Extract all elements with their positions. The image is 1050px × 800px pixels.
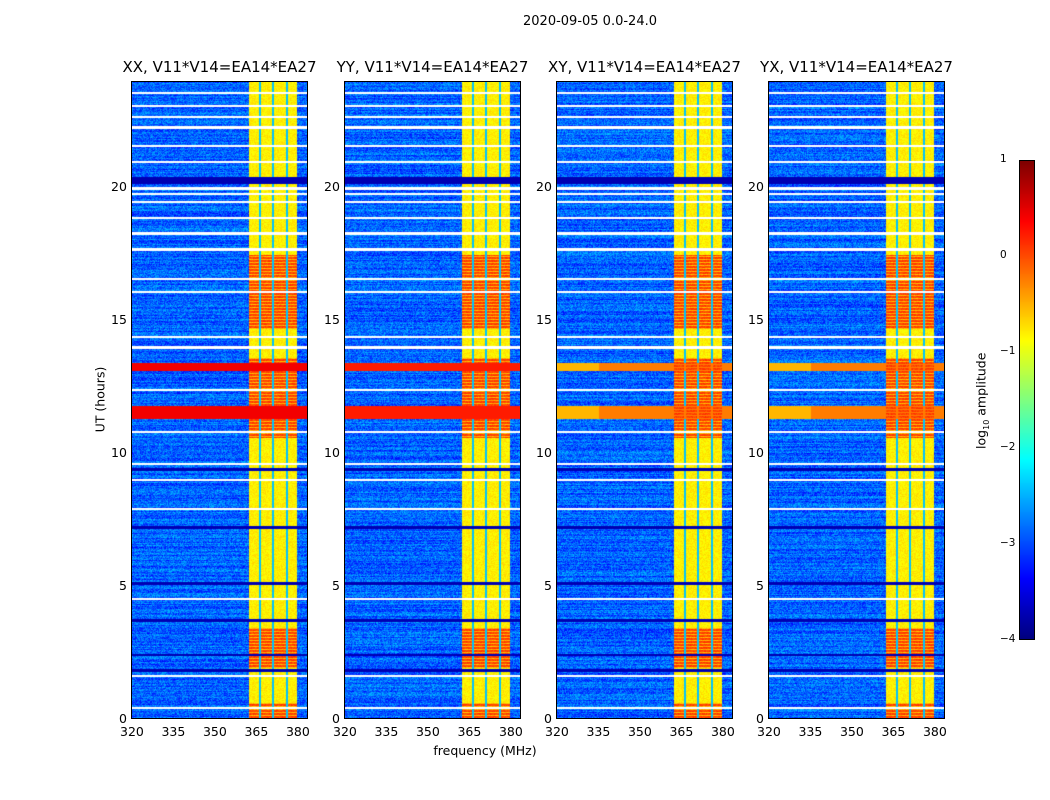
figure-title: 2020-09-05 0.0-24.0 [523, 14, 657, 29]
y-tick-label: 15 [536, 312, 552, 328]
colorbar-tick-label: −1 [1000, 345, 1016, 357]
heatmap-panel-1 [344, 81, 521, 719]
y-tick-label: 20 [111, 179, 127, 195]
colorbar-tick-label: −2 [1000, 441, 1016, 453]
colorbar-tick-label: −3 [1000, 537, 1016, 549]
heatmap-panel-2 [556, 81, 733, 719]
x-tick-label: 320 [333, 724, 357, 739]
y-tick-label: 10 [324, 445, 340, 461]
colorbar-tick-label: 0 [1000, 249, 1007, 261]
x-tick-label: 320 [545, 724, 569, 739]
y-axis-label: UT (hours) [92, 366, 108, 433]
x-tick-label: 335 [374, 724, 399, 739]
x-tick-label: 335 [798, 724, 823, 739]
x-tick-label: 365 [457, 724, 482, 739]
y-tick-label: 20 [536, 179, 552, 195]
colorbar-tick-label: 1 [1000, 153, 1007, 165]
x-tick-label: 350 [415, 724, 440, 739]
x-tick-label: 365 [669, 724, 694, 739]
panel-title: YY, V11*V14=EA14*EA27 [336, 58, 529, 76]
x-tick-label: 320 [120, 724, 144, 739]
panel-title: XY, V11*V14=EA14*EA27 [548, 58, 741, 76]
y-tick-label: 5 [332, 578, 340, 594]
x-tick-label: 335 [586, 724, 611, 739]
x-tick-label: 335 [161, 724, 186, 739]
x-axis-label: frequency (MHz) [433, 743, 537, 758]
colorbar-tick-label: −4 [1000, 633, 1016, 645]
y-tick-label: 20 [324, 179, 340, 195]
y-tick-label: 5 [544, 578, 552, 594]
x-tick-label: 365 [244, 724, 269, 739]
x-tick-label: 380 [498, 724, 523, 739]
y-tick-label: 10 [748, 445, 764, 461]
heatmap-panel-3 [768, 81, 945, 719]
heatmap-panel-0 [131, 81, 308, 719]
x-tick-label: 380 [710, 724, 735, 739]
y-tick-label: 10 [111, 445, 127, 461]
y-tick-label: 15 [324, 312, 340, 328]
x-tick-label: 350 [839, 724, 864, 739]
y-tick-label: 0 [544, 711, 552, 726]
colorbar-label: log10 amplitude [973, 352, 991, 449]
heatmap-cells [345, 82, 520, 718]
y-tick-label: 0 [119, 711, 127, 726]
y-tick-label: 15 [748, 312, 764, 328]
y-tick-label: 5 [119, 578, 127, 594]
y-tick-label: 0 [332, 711, 340, 726]
y-tick-label: 20 [748, 179, 764, 195]
heatmap-cells [769, 82, 944, 718]
heatmap-cells [132, 82, 307, 718]
x-tick-label: 365 [881, 724, 906, 739]
y-tick-label: 15 [111, 312, 127, 328]
y-tick-label: 10 [536, 445, 552, 461]
heatmap-cells [557, 82, 732, 718]
panel-title: XX, V11*V14=EA14*EA27 [122, 58, 317, 76]
colorbar [1019, 160, 1035, 640]
x-tick-label: 380 [285, 724, 310, 739]
panel-title: YX, V11*V14=EA14*EA27 [760, 58, 953, 76]
y-tick-label: 5 [756, 578, 764, 594]
x-tick-label: 350 [202, 724, 227, 739]
x-tick-label: 320 [757, 724, 781, 739]
x-tick-label: 350 [627, 724, 652, 739]
x-tick-label: 380 [922, 724, 947, 739]
y-tick-label: 0 [756, 711, 764, 726]
